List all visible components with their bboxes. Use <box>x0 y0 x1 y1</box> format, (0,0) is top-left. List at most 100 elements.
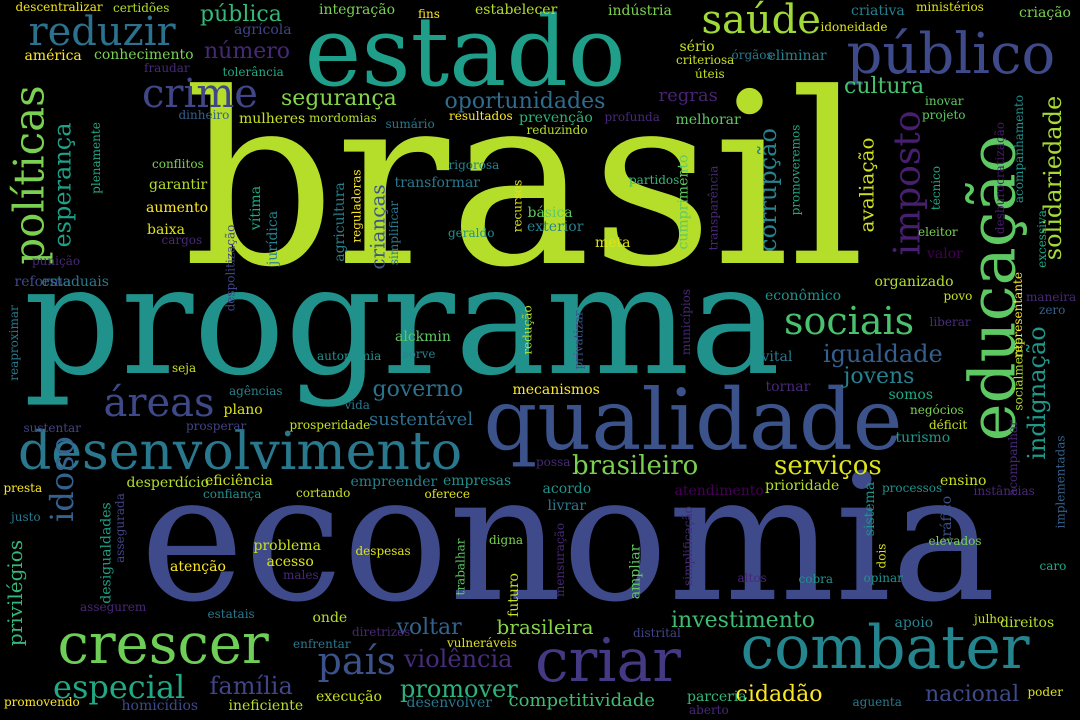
cloud-word: técnico <box>929 165 944 211</box>
cloud-word: jurídica <box>265 210 282 266</box>
cloud-word: sociais <box>784 299 915 343</box>
cloud-word: tolerância <box>222 65 284 79</box>
cloud-word: resultados <box>449 109 513 123</box>
cloud-word: tornar <box>765 379 811 395</box>
cloud-word: integração <box>319 2 396 18</box>
cloud-word: criteriosa <box>676 53 735 67</box>
cloud-word: parceria <box>687 689 747 705</box>
cloud-word: idoneidade <box>820 20 888 34</box>
cloud-word: baixa <box>147 222 186 238</box>
cloud-word: vida <box>344 398 370 412</box>
cloud-word: liberar <box>929 315 971 329</box>
cloud-word: assegurem <box>80 600 147 614</box>
cloud-word: especial <box>53 668 186 706</box>
cloud-word: caro <box>1039 559 1067 573</box>
cloud-word: empreender <box>350 474 438 490</box>
cloud-word: atendimento <box>674 483 764 499</box>
cloud-word: conflitos <box>152 157 204 171</box>
cloud-word: mulheres <box>239 111 306 127</box>
cloud-word: poder <box>1027 685 1063 699</box>
cloud-word: implementadas <box>1053 435 1068 529</box>
cloud-word: assegurada <box>112 493 127 563</box>
cloud-word: brasileira <box>496 615 594 639</box>
cloud-word: jovens <box>843 364 915 389</box>
cloud-word: família <box>209 672 293 700</box>
cloud-word: serviços <box>774 451 882 481</box>
cloud-word: excessiva <box>1034 210 1049 268</box>
cloud-word: problema <box>253 538 321 554</box>
cloud-word: avaliação <box>854 137 879 233</box>
cloud-word: partidos <box>629 173 680 187</box>
cloud-word: sustentar <box>23 421 81 435</box>
cloud-word: livrar <box>547 498 587 514</box>
cloud-word: programa <box>23 232 781 409</box>
cloud-word: indústria <box>608 3 672 19</box>
cloud-word: alckmin <box>395 329 451 345</box>
cloud-word: distrital <box>633 626 681 640</box>
cloud-word: cobra <box>798 572 834 586</box>
cloud-word: governo <box>372 377 464 402</box>
cloud-word: povo <box>943 289 973 303</box>
cloud-word: qualidade <box>483 371 903 469</box>
cloud-word: país <box>317 639 397 683</box>
cloud-word: desenvolver <box>406 695 492 711</box>
cloud-word: socialmente <box>1011 337 1026 411</box>
cloud-word: vital <box>761 349 793 365</box>
cloud-word: desburocratização <box>993 121 1008 235</box>
cloud-word: privilégios <box>3 539 28 647</box>
cloud-word: eficiência <box>205 473 273 489</box>
cloud-word: homicídios <box>121 698 199 714</box>
cloud-word: reduzir <box>28 9 176 55</box>
cloud-word: cargos <box>161 233 203 247</box>
cloud-word: turismo <box>895 430 951 446</box>
cloud-word: fraudar <box>144 61 190 75</box>
cloud-word: reguladoras <box>349 169 364 243</box>
cloud-word: projeto <box>922 108 966 122</box>
cloud-word: ampliar <box>626 544 643 600</box>
cloud-word: promover <box>400 675 518 703</box>
cloud-word: prosperidade <box>289 418 371 432</box>
cloud-word: competitividade <box>508 690 656 711</box>
cloud-word: empresas <box>443 473 512 489</box>
cloud-word: cultura <box>844 74 925 99</box>
cloud-word: simplificar <box>387 200 402 266</box>
cloud-word: sistema <box>862 481 879 537</box>
cloud-word: criativa <box>851 3 905 19</box>
cloud-word: transparência <box>705 165 720 251</box>
cloud-word: plenamente <box>88 122 103 194</box>
cloud-word: mecanismos <box>512 382 600 398</box>
cloud-word: transformar <box>394 175 480 191</box>
cloud-word: agricultura <box>331 182 348 262</box>
cloud-word: negócios <box>910 403 964 417</box>
cloud-word: voltar <box>396 615 462 640</box>
cloud-word: municípios <box>679 288 694 356</box>
cloud-word: altos <box>737 571 767 585</box>
cloud-word: autonomia <box>317 349 382 363</box>
cloud-word: brasileiro <box>572 451 699 481</box>
cloud-word: sustentável <box>369 409 474 430</box>
cloud-word: mensuração <box>553 522 568 598</box>
cloud-word: eleitor <box>918 225 958 239</box>
cloud-word: despesas <box>355 544 411 558</box>
cloud-word: punição <box>32 254 81 268</box>
cloud-word: nacional <box>925 682 1020 707</box>
cloud-word: ineficiente <box>228 698 304 714</box>
cloud-word: plano <box>223 402 263 418</box>
cloud-word: agências <box>229 384 283 398</box>
cloud-word: promoveremos <box>787 124 802 216</box>
cloud-word: estatais <box>207 607 255 621</box>
cloud-word: segurança <box>281 86 397 111</box>
cloud-word: onde <box>312 610 348 626</box>
cloud-word: processos <box>882 481 943 495</box>
cloud-word: eliminar <box>767 48 827 64</box>
cloud-word: inovar <box>925 94 964 108</box>
cloud-word: cumprimento <box>674 154 691 250</box>
cloud-word: sério <box>679 39 715 55</box>
cloud-word: órgãos <box>731 48 773 62</box>
cloud-word: prevenção <box>519 110 593 126</box>
cloud-word: idoso <box>42 436 81 522</box>
cloud-word: digna <box>489 533 524 547</box>
cloud-word: igualdade <box>823 340 943 368</box>
cloud-word: sorve <box>402 347 436 361</box>
cloud-word: corrupção <box>753 128 782 252</box>
